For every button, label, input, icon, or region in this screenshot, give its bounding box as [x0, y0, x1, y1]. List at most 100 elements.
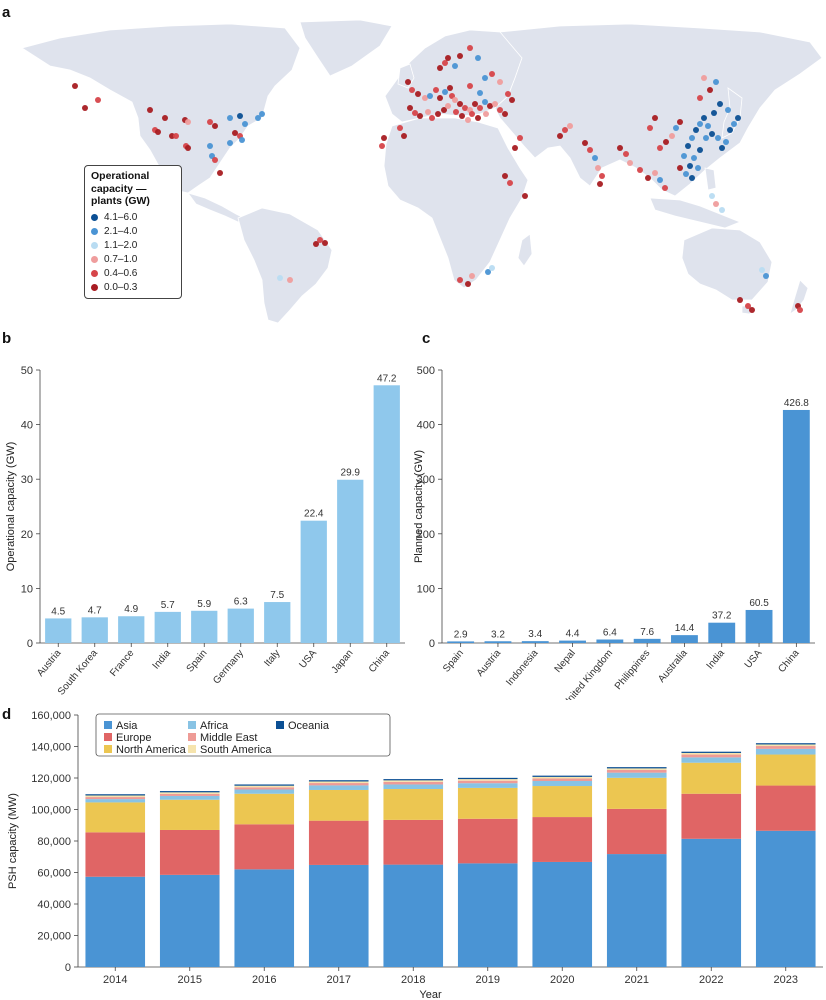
- bar: [45, 618, 72, 643]
- plant-point: [409, 87, 415, 93]
- stacked-bar-segment: [383, 784, 444, 790]
- plant-point: [711, 110, 717, 116]
- legend-swatch: [276, 721, 284, 729]
- bar: [81, 617, 108, 643]
- stacked-bar-segment: [606, 808, 667, 855]
- plant-point: [703, 135, 709, 141]
- plant-point: [207, 119, 213, 125]
- map-legend-item: 0.7–1.0: [91, 253, 175, 267]
- plant-point: [709, 131, 715, 137]
- plant-point: [669, 133, 675, 139]
- psh-capacity-chart: PSH capacity (MW) 0 20,000 40,000 60,000 80,0…: [7, 710, 823, 1000]
- stacked-bar-segment: [234, 785, 295, 788]
- stacked-bar-segment: [383, 781, 444, 785]
- bar-value-label: 2.9: [454, 629, 468, 640]
- plant-point: [407, 105, 413, 111]
- stacked-bar-segment: [681, 793, 742, 839]
- plant-point: [452, 63, 458, 69]
- plant-point: [472, 101, 478, 107]
- legend-swatch: [188, 733, 196, 741]
- x-tick-label: 2021: [625, 974, 649, 986]
- plant-point: [623, 151, 629, 157]
- plant-point: [627, 160, 633, 166]
- x-tick-label: Spain: [185, 648, 210, 675]
- map-legend-label: 0.4–0.6: [104, 267, 138, 279]
- south-america-landmass: [237, 207, 333, 324]
- plant-point: [427, 93, 433, 99]
- plant-point: [713, 201, 719, 207]
- plant-point: [207, 143, 213, 149]
- plant-point: [453, 109, 459, 115]
- planned-capacity-chart: Planned capacity (GW) 0 100 200 300 400 500 2.9…: [413, 365, 815, 700]
- x-tick-label: China: [776, 648, 802, 675]
- map-legend-label: 1.1–2.0: [104, 239, 138, 251]
- stacked-bar-segment: [457, 818, 518, 864]
- madagascar-landmass: [517, 233, 533, 267]
- plant-point: [582, 140, 588, 146]
- y-tick-label: 10: [21, 583, 33, 595]
- plant-point: [717, 101, 723, 107]
- plant-point: [502, 111, 508, 117]
- plant-point: [322, 240, 328, 246]
- map-legend-item: 4.1–6.0: [91, 211, 175, 225]
- plant-point: [212, 157, 218, 163]
- x-tick-label: 2023: [774, 974, 798, 986]
- map-legend-title-line: capacity —: [91, 182, 147, 195]
- stacked-bar-segment: [308, 789, 369, 821]
- central-america-landmass: [186, 192, 245, 223]
- plant-point: [437, 65, 443, 71]
- stacked-bar-segment: [681, 762, 742, 794]
- stacked-bar-segment: [457, 787, 518, 819]
- y-tick-label: 400: [417, 420, 435, 432]
- bar-value-label: 426.8: [784, 398, 809, 409]
- plant-point: [689, 175, 695, 181]
- plant-point: [437, 95, 443, 101]
- legend-label: Asia: [116, 720, 138, 732]
- stacked-bar-segment: [308, 864, 369, 967]
- plant-point: [185, 119, 191, 125]
- stacked-bar-segment: [457, 777, 518, 780]
- map-legend-title: Operational capacity — plants (GW): [91, 170, 175, 208]
- legend-swatch: [104, 733, 112, 741]
- plant-point: [482, 75, 488, 81]
- plant-point: [465, 281, 471, 287]
- plant-point: [701, 115, 707, 121]
- plant-point: [697, 121, 703, 127]
- x-tick-label: Spain: [441, 648, 466, 675]
- stacked-bar-segment: [234, 869, 295, 967]
- stacked-bar-segment: [159, 829, 220, 875]
- stacked-bar-segment: [308, 783, 369, 786]
- plant-point: [517, 135, 523, 141]
- plant-point: [745, 303, 751, 309]
- bar-value-label: 3.2: [491, 629, 505, 640]
- stacked-bar-segment: [755, 830, 816, 967]
- plant-point: [492, 101, 498, 107]
- plant-point: [652, 115, 658, 121]
- x-tick-label: Germany: [211, 648, 246, 687]
- plant-point: [422, 95, 428, 101]
- plant-point: [691, 155, 697, 161]
- x-tick-label: 2016: [252, 974, 276, 986]
- plant-point: [567, 123, 573, 129]
- plant-point: [442, 89, 448, 95]
- legend-dot: [91, 256, 98, 263]
- stacked-bar-segment: [606, 769, 667, 773]
- legend-dot: [91, 214, 98, 221]
- y-tick-label: 0: [429, 638, 435, 650]
- stacked-bar-segment: [383, 789, 444, 820]
- psh-legend-box: [95, 713, 391, 757]
- stacked-bar-segment: [308, 820, 369, 865]
- x-tick-label: India: [151, 648, 174, 672]
- plant-point: [512, 145, 518, 151]
- x-tick-label: 2022: [699, 974, 723, 986]
- x-tick-label: 2017: [327, 974, 351, 986]
- plant-point: [405, 79, 411, 85]
- plant-point: [429, 115, 435, 121]
- x-tick-label: Philippines: [613, 648, 653, 692]
- plant-point: [239, 137, 245, 143]
- plant-point: [445, 103, 451, 109]
- plant-point: [415, 91, 421, 97]
- plant-point: [447, 85, 453, 91]
- stacked-bar-segment: [532, 861, 593, 967]
- legend-label: North America: [116, 744, 187, 756]
